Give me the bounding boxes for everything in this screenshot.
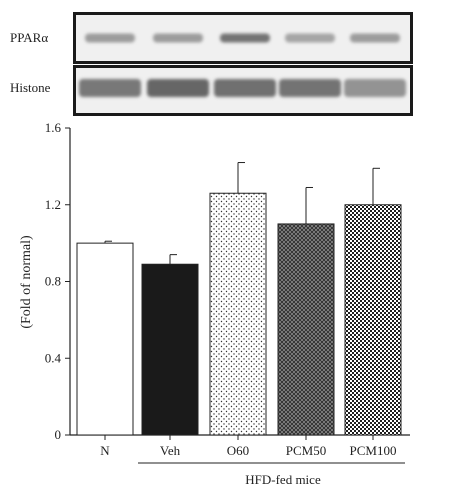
- blot-band-ppara-2: [153, 33, 203, 43]
- y-tick-label: 1.2: [45, 197, 61, 212]
- bar-n: [76, 242, 134, 436]
- x-tick-label: Veh: [160, 443, 181, 458]
- bar-pcm50: [277, 223, 335, 436]
- blot-band-ppara-4: [285, 33, 335, 43]
- x-tick-label: PCM100: [350, 443, 397, 458]
- blot-label-ppara: PPARα: [10, 30, 49, 45]
- y-tick-label: 0: [55, 427, 62, 442]
- blot-band-histone-5: [344, 79, 406, 97]
- blot-band-histone-2: [147, 79, 209, 97]
- group-label: HFD-fed mice: [245, 472, 321, 487]
- y-tick-label: 0.4: [45, 350, 62, 365]
- blot-band-ppara-1: [85, 33, 135, 43]
- blot-band-histone-3: [214, 79, 276, 97]
- blot-band-ppara-5: [350, 33, 400, 43]
- blot-band-histone-4: [279, 79, 341, 97]
- x-tick-label: PCM50: [286, 443, 326, 458]
- x-tick-label: N: [100, 443, 110, 458]
- bar-o60: [209, 192, 267, 436]
- bar-pcm100: [344, 204, 402, 436]
- blot-band-histone-1: [79, 79, 141, 97]
- y-tick-label: 0.8: [45, 274, 61, 289]
- blot-label-histone: Histone: [10, 80, 51, 95]
- x-tick-label: O60: [227, 443, 249, 458]
- y-axis-label: (Fold of normal): [19, 235, 34, 329]
- y-tick-label: 1.6: [45, 120, 62, 135]
- bar-veh: [141, 263, 199, 436]
- blot-band-ppara-3: [220, 33, 270, 43]
